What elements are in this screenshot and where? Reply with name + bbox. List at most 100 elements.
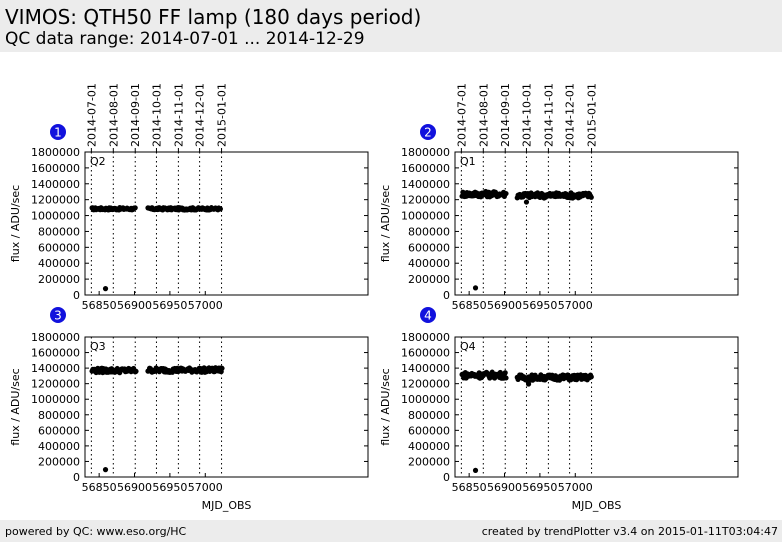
y-tick-label: 0 bbox=[443, 471, 450, 484]
trend-plots: 2014-07-01 2014-08-01 2014-09-01 2014-10-01… bbox=[9, 83, 739, 512]
x-tick-label: 56850 bbox=[82, 481, 117, 494]
y-tick-label: 600000 bbox=[408, 424, 450, 437]
y-tick-label: 1600000 bbox=[401, 347, 450, 360]
x-axis-label: MJD_OBS bbox=[572, 499, 622, 512]
y-tick-label: 1200000 bbox=[31, 378, 80, 391]
data-point bbox=[503, 375, 509, 381]
date-tick-label: 2014-09-01 bbox=[129, 83, 142, 147]
quadrant-label: Q1 bbox=[460, 155, 476, 168]
y-tick-label: 800000 bbox=[38, 409, 80, 422]
date-tick-label: 2015-01-01 bbox=[586, 83, 599, 147]
y-tick-label: 600000 bbox=[38, 424, 80, 437]
plot-frame bbox=[454, 336, 739, 478]
data-point-outlier bbox=[525, 381, 532, 387]
y-tick-label: 1600000 bbox=[31, 347, 80, 360]
quadrant-label: Q4 bbox=[460, 340, 476, 353]
page-title: VIMOS: QTH50 FF lamp (180 days period) bbox=[5, 5, 422, 29]
data-point-outlier bbox=[523, 199, 530, 205]
date-tick-label: 2014-08-01 bbox=[107, 83, 120, 147]
data-point bbox=[588, 374, 594, 380]
y-axis-label: flux / ADU/sec bbox=[379, 185, 392, 262]
page-footer: powered by QC: www.eso.org/HC created by… bbox=[0, 520, 782, 542]
panel-number-label: 3 bbox=[54, 309, 62, 323]
page-subtitle: QC data range: 2014-07-01 ... 2014-12-29 bbox=[5, 29, 365, 49]
y-tick-label: 1800000 bbox=[31, 331, 80, 344]
plot-frame bbox=[84, 336, 369, 478]
plot-frame bbox=[84, 151, 369, 296]
date-tick-label: 2014-11-01 bbox=[542, 83, 555, 147]
footer-powered-by: powered by QC: www.eso.org/HC bbox=[5, 525, 187, 538]
y-tick-label: 200000 bbox=[38, 273, 80, 286]
x-tick-label: 56950 bbox=[152, 299, 187, 312]
y-tick-label: 200000 bbox=[408, 455, 450, 468]
y-tick-label: 200000 bbox=[408, 273, 450, 286]
panel-number-badge bbox=[420, 124, 436, 140]
data-point bbox=[217, 206, 223, 212]
chart-panel-1: 2014-07-01 2014-08-01 2014-09-01 2014-10-01… bbox=[9, 83, 369, 312]
x-tick-label: 56850 bbox=[82, 299, 117, 312]
y-tick-label: 400000 bbox=[408, 440, 450, 453]
x-axis-label: MJD_OBS bbox=[202, 499, 252, 512]
x-tick-label: 56900 bbox=[117, 481, 152, 494]
y-axis-label: flux / ADU/sec bbox=[9, 368, 22, 445]
data-point bbox=[219, 365, 225, 371]
y-tick-label: 800000 bbox=[38, 225, 80, 238]
date-tick-label: 2014-10-01 bbox=[520, 83, 533, 147]
y-tick-label: 600000 bbox=[38, 241, 80, 254]
y-tick-label: 1800000 bbox=[31, 146, 80, 159]
data-point bbox=[503, 190, 509, 197]
x-tick-label: 56850 bbox=[452, 481, 487, 494]
date-tick-label: 2014-09-01 bbox=[499, 83, 512, 147]
y-tick-label: 600000 bbox=[408, 241, 450, 254]
y-tick-label: 1200000 bbox=[401, 378, 450, 391]
y-tick-label: 1800000 bbox=[401, 146, 450, 159]
panel-number-label: 4 bbox=[424, 309, 432, 323]
data-point bbox=[133, 368, 139, 374]
chart-panel-3: 0 200000 400000 600000 800000 1000000 1200000 1… bbox=[9, 307, 369, 512]
x-tick-label: 56950 bbox=[522, 481, 557, 494]
data-point-outlier bbox=[102, 467, 109, 473]
date-tick-label: 2014-07-01 bbox=[85, 83, 98, 147]
y-tick-label: 1600000 bbox=[31, 162, 80, 175]
panel-number-badge bbox=[50, 307, 66, 323]
y-tick-label: 1000000 bbox=[401, 210, 450, 223]
y-tick-label: 400000 bbox=[408, 257, 450, 270]
y-tick-label: 800000 bbox=[408, 409, 450, 422]
y-tick-label: 800000 bbox=[408, 225, 450, 238]
date-tick-label: 2014-12-01 bbox=[564, 83, 577, 147]
plot-frame bbox=[454, 151, 739, 296]
data-point bbox=[588, 194, 594, 200]
date-tick-label: 2014-07-01 bbox=[455, 83, 468, 147]
data-point bbox=[502, 370, 508, 376]
y-tick-label: 200000 bbox=[38, 455, 80, 468]
y-axis-label: flux / ADU/sec bbox=[9, 185, 22, 262]
footer-created-by: created by trendPlotter v3.4 on 2015-01-… bbox=[481, 525, 778, 538]
y-tick-label: 1600000 bbox=[401, 162, 450, 175]
chart-panel-2: 2014-07-01 2014-08-01 2014-09-01 2014-10-01… bbox=[379, 83, 739, 312]
x-tick-label: 57000 bbox=[558, 481, 593, 494]
y-tick-label: 1000000 bbox=[31, 210, 80, 223]
date-tick-label: 2014-08-01 bbox=[477, 83, 490, 147]
date-tick-label: 2014-12-01 bbox=[194, 83, 207, 147]
y-axis-label: flux / ADU/sec bbox=[379, 368, 392, 445]
panel-number-label: 1 bbox=[54, 126, 62, 140]
y-tick-label: 1800000 bbox=[401, 331, 450, 344]
x-tick-label: 57000 bbox=[188, 481, 223, 494]
y-tick-label: 0 bbox=[73, 289, 80, 302]
panel-number-badge bbox=[420, 307, 436, 323]
y-tick-label: 1000000 bbox=[401, 393, 450, 406]
y-tick-label: 1400000 bbox=[401, 362, 450, 375]
date-tick-label: 2014-11-01 bbox=[172, 83, 185, 147]
y-tick-label: 0 bbox=[443, 289, 450, 302]
y-tick-label: 400000 bbox=[38, 257, 80, 270]
panel-number-label: 2 bbox=[424, 126, 432, 140]
y-tick-label: 1000000 bbox=[31, 393, 80, 406]
data-point-outlier bbox=[472, 285, 479, 291]
y-tick-label: 1200000 bbox=[31, 194, 80, 207]
y-tick-label: 400000 bbox=[38, 440, 80, 453]
data-point bbox=[132, 205, 138, 211]
chart-panel-4: 0 200000 400000 600000 800000 1000000 1200000 1… bbox=[379, 307, 739, 512]
x-tick-label: 56900 bbox=[487, 481, 522, 494]
data-point-outlier bbox=[472, 467, 479, 473]
quadrant-label: Q2 bbox=[90, 155, 106, 168]
